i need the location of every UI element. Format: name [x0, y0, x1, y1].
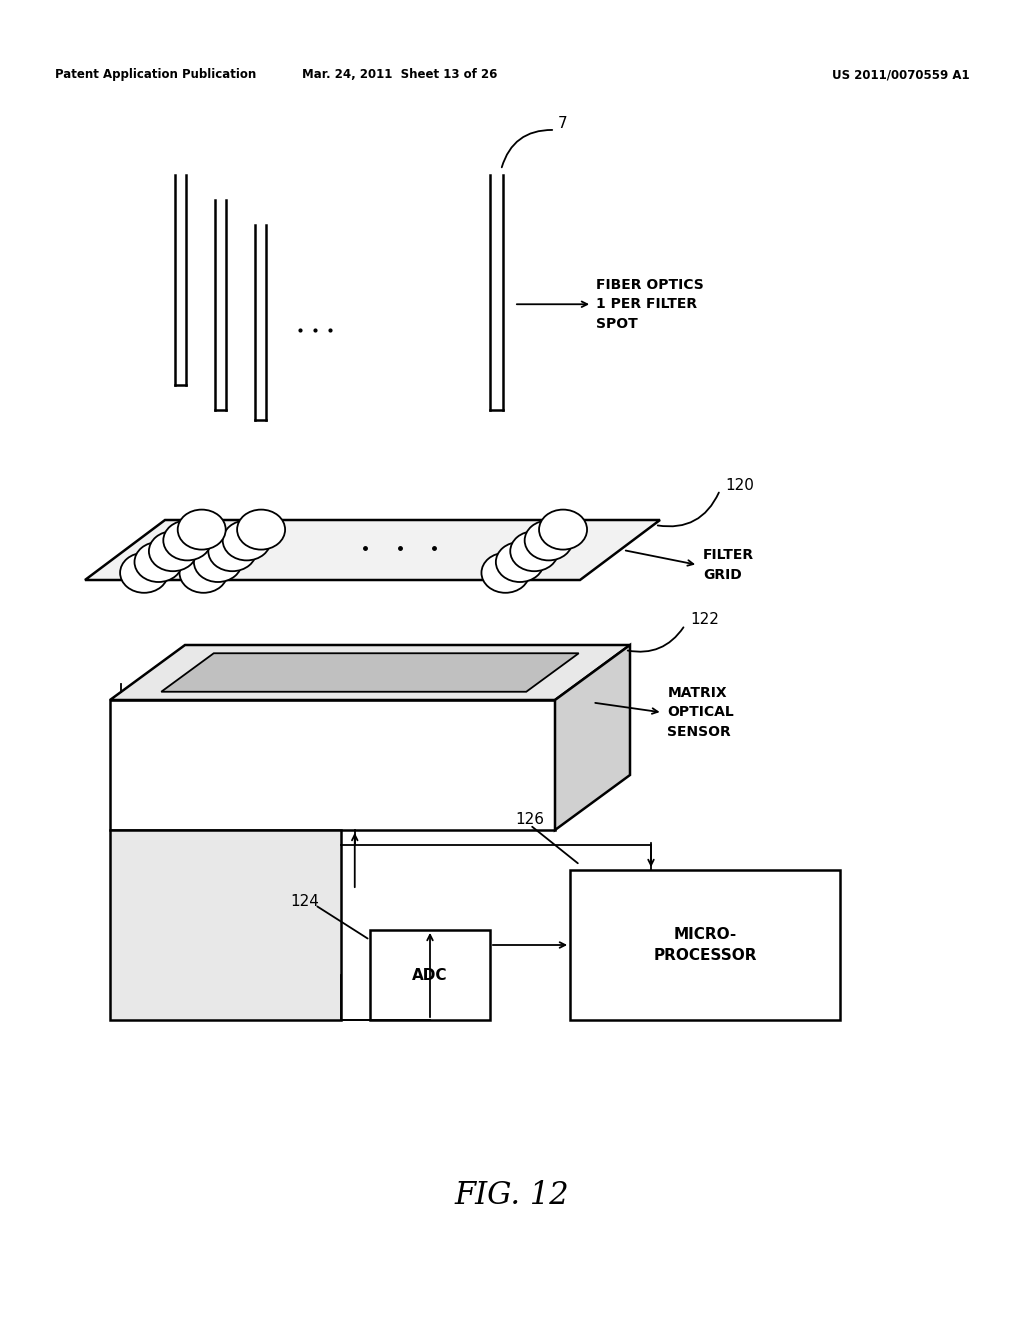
Text: 124: 124 [290, 895, 318, 909]
Text: FIBER OPTICS
1 PER FILTER
SPOT: FIBER OPTICS 1 PER FILTER SPOT [596, 277, 703, 331]
Text: MICRO-
PROCESSOR: MICRO- PROCESSOR [653, 927, 757, 964]
Text: FILTER
GRID: FILTER GRID [703, 548, 754, 582]
Text: Mar. 24, 2011  Sheet 13 of 26: Mar. 24, 2011 Sheet 13 of 26 [302, 69, 498, 81]
Ellipse shape [208, 531, 256, 572]
Text: FIG. 12: FIG. 12 [455, 1180, 569, 1210]
Ellipse shape [238, 510, 285, 549]
Text: 120: 120 [725, 478, 754, 492]
Polygon shape [85, 520, 660, 579]
Text: 7: 7 [558, 116, 567, 131]
Ellipse shape [178, 510, 225, 549]
Text: ADC: ADC [413, 968, 447, 982]
Ellipse shape [524, 520, 572, 561]
Polygon shape [110, 645, 630, 700]
Ellipse shape [120, 553, 168, 593]
Text: MATRIX
OPTICAL
SENSOR: MATRIX OPTICAL SENSOR [668, 686, 734, 739]
Ellipse shape [222, 520, 270, 561]
Polygon shape [555, 645, 630, 830]
Ellipse shape [481, 553, 529, 593]
Polygon shape [110, 830, 341, 1020]
Polygon shape [370, 931, 490, 1020]
Ellipse shape [510, 531, 558, 572]
Ellipse shape [163, 520, 211, 561]
Ellipse shape [148, 531, 197, 572]
Text: US 2011/0070559 A1: US 2011/0070559 A1 [833, 69, 970, 81]
Text: 122: 122 [690, 612, 719, 627]
Polygon shape [570, 870, 840, 1020]
Ellipse shape [539, 510, 587, 549]
Ellipse shape [496, 543, 544, 582]
Text: Patent Application Publication: Patent Application Publication [55, 69, 256, 81]
Ellipse shape [134, 543, 182, 582]
Ellipse shape [194, 543, 242, 582]
Text: 126: 126 [515, 813, 544, 828]
Polygon shape [110, 700, 555, 830]
Polygon shape [161, 653, 579, 692]
Ellipse shape [179, 553, 227, 593]
